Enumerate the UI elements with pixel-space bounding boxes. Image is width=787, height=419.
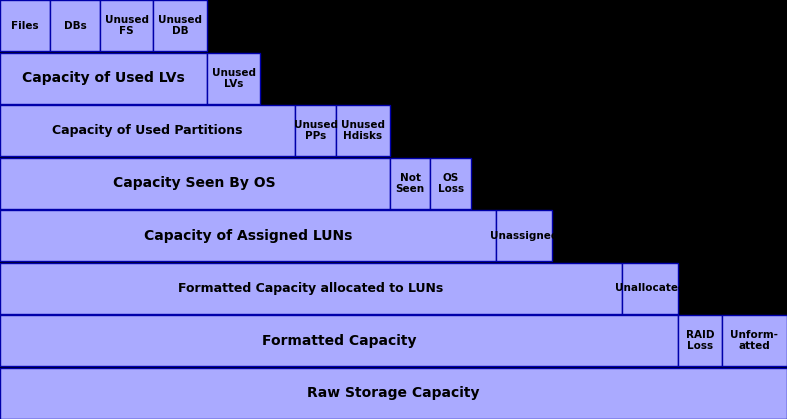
Bar	[153, 0, 207, 51]
Text: Formatted Capacity: Formatted Capacity	[262, 334, 416, 348]
Bar	[430, 158, 471, 209]
Text: Files: Files	[11, 21, 39, 31]
Text: Capacity of Used Partitions: Capacity of Used Partitions	[52, 124, 243, 137]
Text: Unused
FS: Unused FS	[105, 15, 149, 36]
Text: Unassigned: Unassigned	[490, 231, 558, 241]
Bar	[390, 158, 430, 209]
Text: Not
Seen: Not Seen	[395, 173, 425, 194]
Text: Unallocated: Unallocated	[615, 283, 685, 293]
Bar	[0, 210, 496, 261]
Bar	[678, 315, 722, 367]
Text: DBs: DBs	[64, 21, 87, 31]
Bar	[0, 368, 787, 419]
Bar	[722, 315, 787, 367]
Text: Capacity of Assigned LUNs: Capacity of Assigned LUNs	[144, 229, 352, 243]
Bar	[295, 105, 336, 156]
Bar	[0, 315, 678, 367]
Bar	[50, 0, 100, 51]
Bar	[0, 0, 50, 51]
Text: Formatted Capacity allocated to LUNs: Formatted Capacity allocated to LUNs	[178, 282, 444, 295]
Text: Unused
DB: Unused DB	[158, 15, 202, 36]
Text: Capacity of Used LVs: Capacity of Used LVs	[22, 71, 185, 85]
Bar	[100, 0, 153, 51]
Bar	[0, 52, 207, 104]
Bar	[0, 105, 295, 156]
Text: Unused
Hdisks: Unused Hdisks	[341, 120, 385, 141]
Bar	[0, 263, 622, 314]
Bar	[496, 210, 552, 261]
Text: Capacity Seen By OS: Capacity Seen By OS	[113, 176, 276, 190]
Text: Unused
PPs: Unused PPs	[294, 120, 338, 141]
Text: Unform-
atted: Unform- atted	[730, 331, 778, 351]
Text: Raw Storage Capacity: Raw Storage Capacity	[307, 386, 480, 401]
Bar	[622, 263, 678, 314]
Text: OS
Loss: OS Loss	[438, 173, 464, 194]
Bar	[207, 52, 260, 104]
Text: Unused
LVs: Unused LVs	[212, 68, 256, 88]
Text: RAID
Loss: RAID Loss	[685, 331, 715, 351]
Bar	[0, 158, 390, 209]
Bar	[336, 105, 390, 156]
